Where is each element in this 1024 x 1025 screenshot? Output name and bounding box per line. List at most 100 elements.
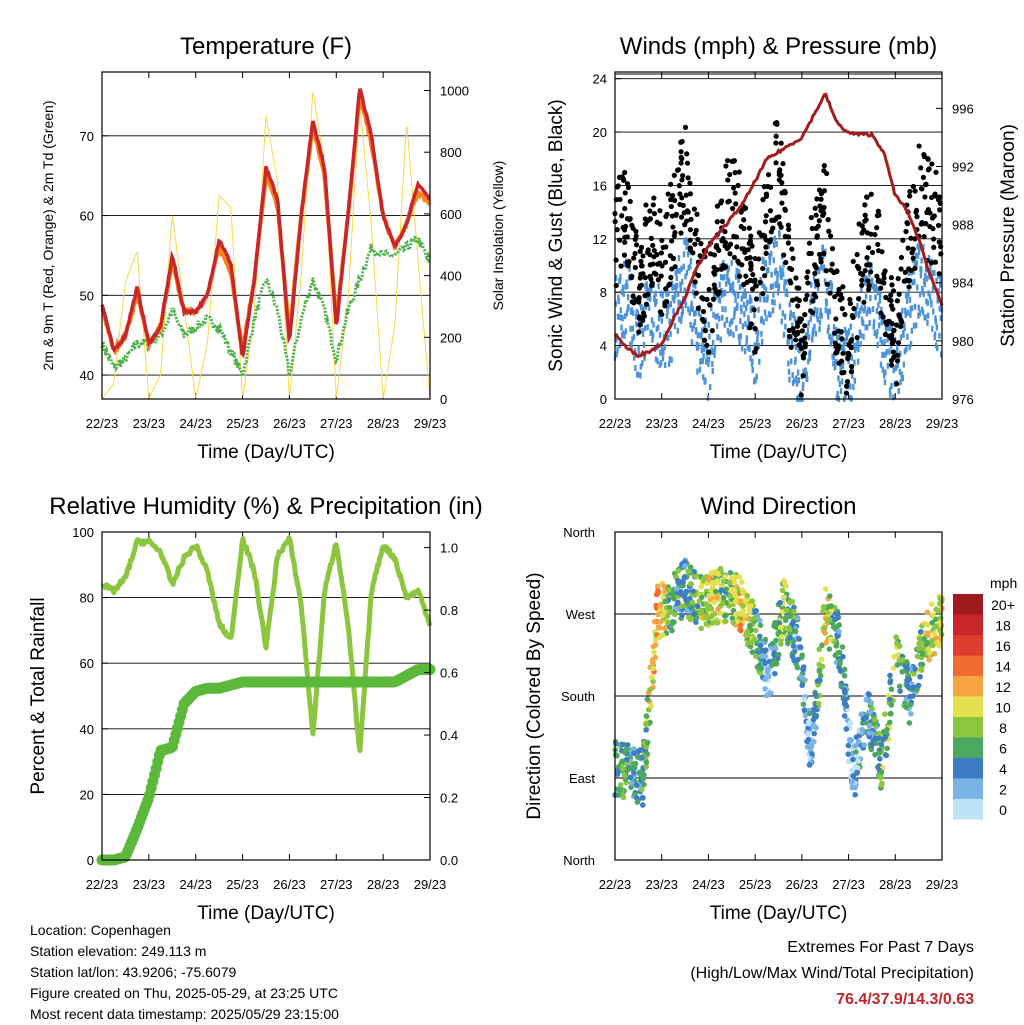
direction-point [723,612,729,619]
sonic-wind-point [711,339,715,346]
gust-point [905,277,911,284]
direction-point [681,593,688,600]
gust-point [659,263,665,269]
sonic-wind-point [749,355,752,362]
gust-point [747,325,753,331]
sonic-wind-point [698,332,701,339]
direction-point [859,726,866,733]
sonic-wind-point [729,329,733,336]
gust-point [695,272,702,279]
direction-point [910,684,917,691]
gust-point [651,247,657,254]
sonic-wind-point [879,361,883,368]
sonic-wind-point [928,273,931,280]
gust-point [684,160,691,166]
direction-point [730,619,737,626]
direction-point [656,634,663,641]
direction-point [805,730,811,737]
x-tick-label: 26/23 [273,416,306,431]
sonic-wind-point [833,363,837,370]
gust-points [612,120,944,398]
sonic-wind-point [787,338,790,345]
sonic-wind-point [934,315,937,322]
direction-point [649,659,656,666]
extremes-block: Extremes For Past 7 Days (High/Low/Max W… [690,935,974,1013]
gust-point [742,249,748,255]
direction-point [635,754,641,760]
gust-point [685,175,691,181]
gust-point [914,214,920,220]
sonic-wind-point [890,383,893,390]
gust-point [712,286,718,292]
sonic-wind-point [875,332,878,339]
sonic-wind-point [851,333,854,340]
gust-point [746,240,752,246]
sonic-wind-point [622,290,625,297]
direction-point [706,604,713,610]
direction-point [720,600,726,606]
sonic-wind-point [920,257,923,264]
direction-point [817,672,824,679]
gust-point [799,346,805,352]
sonic-wind-point [748,345,751,352]
gust-point [883,294,889,301]
gust-point [867,262,873,268]
sonic-wind-point [692,322,696,329]
gust-point [833,350,839,356]
sonic-wind-point [909,305,912,312]
sonic-wind-point [932,308,935,315]
sonic-wind-point [905,297,909,304]
sonic-wind-point [880,339,884,346]
x-tick-label: 25/23 [739,416,772,431]
sonic-wind-point [935,277,938,284]
direction-point [772,670,778,677]
sonic-wind-point [660,350,663,357]
sonic-wind-point [888,348,891,355]
sonic-wind-point [697,310,701,317]
sonic-wind-point [617,294,620,301]
gust-point [711,264,717,270]
gust-point [878,310,884,316]
sonic-wind-point [641,331,645,338]
sonic-wind-point [760,315,763,322]
direction-point [855,758,861,764]
gust-point [907,188,913,195]
gust-point [670,255,677,261]
gust-point [623,223,629,230]
sonic-wind-point [683,238,686,245]
direction-point [841,672,848,679]
sonic-wind-point [619,273,622,280]
sonic-wind-point [856,339,859,346]
gust-point [802,312,808,318]
gust-point [793,337,799,343]
gust-point [773,160,779,166]
direction-point [922,620,929,627]
x-tick-label: 23/23 [133,877,166,892]
direction-point [823,639,829,646]
direction-point [820,603,827,610]
gust-point [880,314,886,320]
sonic-wind-point [743,348,747,355]
sonic-wind-point [806,331,809,338]
direction-point [937,600,943,607]
sonic-wind-point [701,357,705,364]
gust-point [780,160,786,167]
plot-frame [614,531,943,861]
sonic-wind-point [728,286,732,293]
sonic-wind-point [925,275,928,282]
direction-point [926,656,932,663]
legend-label: 12 [995,679,1011,695]
sonic-wind-point [711,368,714,375]
sonic-wind-point [786,291,789,298]
sonic-wind-point [912,322,916,329]
x-tick-label: 22/23 [86,877,119,892]
sonic-wind-point [623,332,626,339]
gust-point [649,280,655,286]
gust-point [840,350,846,356]
gust-point [826,228,832,234]
direction-tick-label: West [566,607,596,622]
direction-point [675,568,681,574]
legend-label: 20+ [991,597,1015,613]
direction-point [634,799,641,805]
gust-point [648,276,654,282]
